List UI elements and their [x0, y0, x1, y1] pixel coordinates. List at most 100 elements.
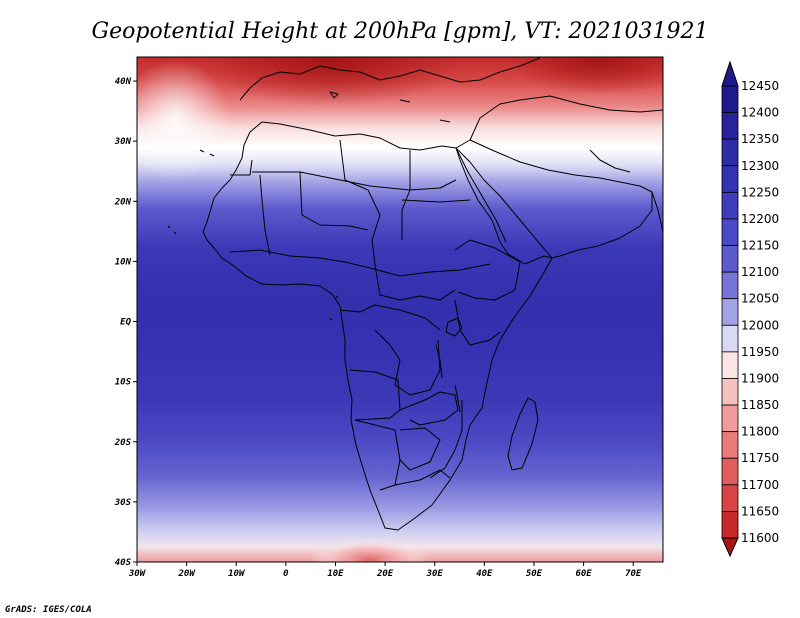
gulf-guinea-islands — [329, 295, 339, 321]
colorbar-label: 11900 — [741, 371, 779, 385]
colorbar: 12450 12400 12350 12300 12250 12200 12150 12100… — [721, 60, 779, 558]
lake-tanganyika — [435, 344, 443, 379]
coastline-arabia — [455, 139, 653, 259]
colorbar-swatch — [721, 457, 739, 486]
colorbar-label: 12150 — [741, 239, 779, 253]
colorbar-label: 12400 — [741, 106, 779, 120]
border-sahel — [229, 249, 491, 277]
y-tick-label: EQ — [120, 318, 131, 328]
colorbar-label: 12250 — [741, 185, 779, 199]
colorbar-label: 12450 — [741, 79, 779, 93]
x-tick-label: 0 — [283, 569, 289, 579]
high-arabia — [510, 57, 663, 95]
border-algeria-libya — [339, 139, 381, 241]
colorbar-swatch — [721, 218, 739, 246]
colorbar-swatch — [721, 245, 739, 273]
map-title: Geopotential Height at 200hPa [gpm], VT:… — [92, 19, 709, 44]
border-sahara-w — [259, 174, 271, 256]
colorbar-label: 12300 — [741, 159, 779, 173]
border-zambia — [399, 391, 459, 426]
coastline-persian-gulf — [589, 149, 631, 173]
colorbar-swatch — [721, 404, 739, 433]
border-ethiopia — [454, 239, 521, 301]
coastline-india — [651, 191, 663, 233]
border-sudan — [401, 199, 471, 203]
colorbar-label: 12050 — [741, 292, 779, 306]
colorbar-swatch — [721, 112, 739, 140]
y-tick-label: 10N — [115, 257, 132, 267]
trough-west — [137, 60, 230, 180]
colorbar-swatch — [721, 138, 739, 167]
x-tick-label: 20W — [177, 569, 196, 579]
border-south-africa — [394, 469, 451, 486]
colorbar-swatch — [721, 511, 739, 539]
colorbar-top-arrow — [721, 60, 739, 87]
coastline-madagascar — [507, 397, 539, 471]
colorbar-label: 12200 — [741, 212, 779, 226]
canary-islands — [199, 149, 215, 157]
x-tick-label: 10E — [327, 569, 344, 579]
western-sahara-border — [230, 159, 253, 176]
grads-credit: GrADS: IGES/COLA — [5, 605, 92, 615]
x-tick-label: 30E — [426, 569, 444, 579]
border-angola — [349, 369, 401, 421]
colorbar-label: 12100 — [741, 265, 779, 279]
x-tick-label: 20E — [376, 569, 394, 579]
y-tick-label: 30S — [114, 498, 132, 508]
mediterranean-islands — [329, 91, 451, 123]
colorbar-label: 12000 — [741, 318, 779, 332]
y-tick-label: 40S — [115, 558, 132, 568]
border-congo — [339, 304, 441, 331]
red-sea-coast — [455, 147, 507, 243]
colorbar-swatch — [721, 378, 739, 406]
lake-malawi — [454, 384, 461, 413]
x-tick-label: 30W — [128, 569, 147, 579]
border-chad-car — [371, 239, 456, 301]
y-tick-label: 20N — [114, 197, 132, 207]
colorbar-swatch — [721, 324, 739, 353]
colorbar-label: 11700 — [741, 478, 779, 492]
map-frame — [136, 56, 664, 563]
country-borders — [167, 57, 663, 531]
map-plot-area — [137, 57, 663, 562]
colorbar-bottom-arrow — [721, 537, 739, 558]
colorbar-swatch — [721, 298, 739, 326]
x-tick-label: 50E — [526, 569, 543, 579]
x-tick-label: 60E — [575, 569, 592, 579]
y-tick-label: 40N — [115, 77, 132, 87]
x-tick-label: 70E — [625, 569, 642, 579]
colorbar-swatch — [721, 271, 739, 300]
colorbar-swatch — [721, 431, 739, 459]
colorbar-swatch — [721, 484, 739, 512]
border-drc — [374, 329, 441, 396]
colorbar-label: 11650 — [741, 504, 779, 518]
y-tick-label: 10S — [115, 378, 132, 388]
y-axis-ticks: 40N 30N 20N 10N EQ 10S 20S 30S 40S — [114, 77, 137, 568]
x-axis-ticks: 30W 20W 10W 0 10E 20E 30E 40E 50E 60E 70E — [128, 562, 642, 579]
x-tick-label: 10W — [228, 569, 246, 579]
x-tick-label: 40E — [476, 569, 493, 579]
colorbar-label: 11850 — [741, 398, 779, 412]
colorbar-swatch — [721, 351, 739, 379]
coastline-africa — [202, 121, 553, 531]
border-mozambique — [429, 400, 463, 479]
lake-victoria — [445, 317, 463, 337]
colorbar-label: 11800 — [741, 425, 779, 439]
colorbar-label: 12350 — [741, 132, 779, 146]
cape-verde — [167, 225, 177, 235]
coastline-middle-east — [469, 95, 663, 141]
high-south-atlantic — [310, 538, 430, 562]
coastline-europe — [239, 57, 541, 101]
colorbar-label: 11750 — [741, 451, 779, 465]
colorbar-label: 11950 — [741, 345, 779, 359]
border-mali-niger — [299, 171, 369, 231]
colorbar-swatch — [721, 85, 739, 113]
high-mediterranean — [200, 57, 460, 107]
colorbar-label: 11600 — [741, 531, 779, 545]
border-botswana — [399, 427, 441, 471]
colorbar-swatch — [721, 165, 739, 193]
colorbar-swatch — [721, 191, 739, 220]
y-tick-label: 20S — [114, 438, 132, 448]
y-tick-label: 30N — [114, 137, 132, 147]
